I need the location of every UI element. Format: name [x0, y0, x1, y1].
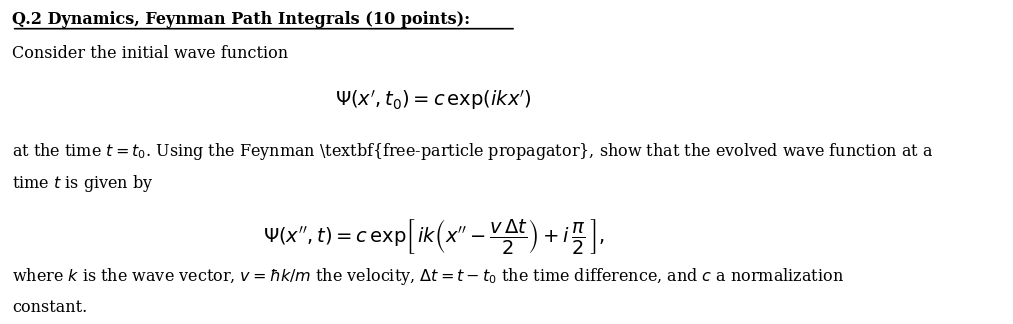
Text: time $t$ is given by: time $t$ is given by	[12, 173, 153, 194]
Text: constant.: constant.	[12, 298, 87, 316]
Text: at the time $t = t_0$. Using the Feynman \textbf{free-particle propagator}, show: at the time $t = t_0$. Using the Feynman…	[12, 141, 933, 162]
Text: Q.2 Dynamics, Feynman Path Integrals (10 points):: Q.2 Dynamics, Feynman Path Integrals (10…	[12, 11, 470, 28]
Text: $\Psi(x',t_0) = c\,\exp(ikx')$: $\Psi(x',t_0) = c\,\exp(ikx')$	[335, 88, 532, 112]
Text: Consider the initial wave function: Consider the initial wave function	[12, 45, 288, 62]
Text: where $k$ is the wave vector, $v = \hbar k/m$ the velocity, $\Delta t = t - t_0$: where $k$ is the wave vector, $v = \hbar…	[12, 266, 844, 287]
Text: $\Psi(x'',t) = c\,\exp\!\left[\,ik\left(x'' - \dfrac{v\,\Delta t}{2}\right) + i\: $\Psi(x'',t) = c\,\exp\!\left[\,ik\left(…	[263, 217, 605, 256]
